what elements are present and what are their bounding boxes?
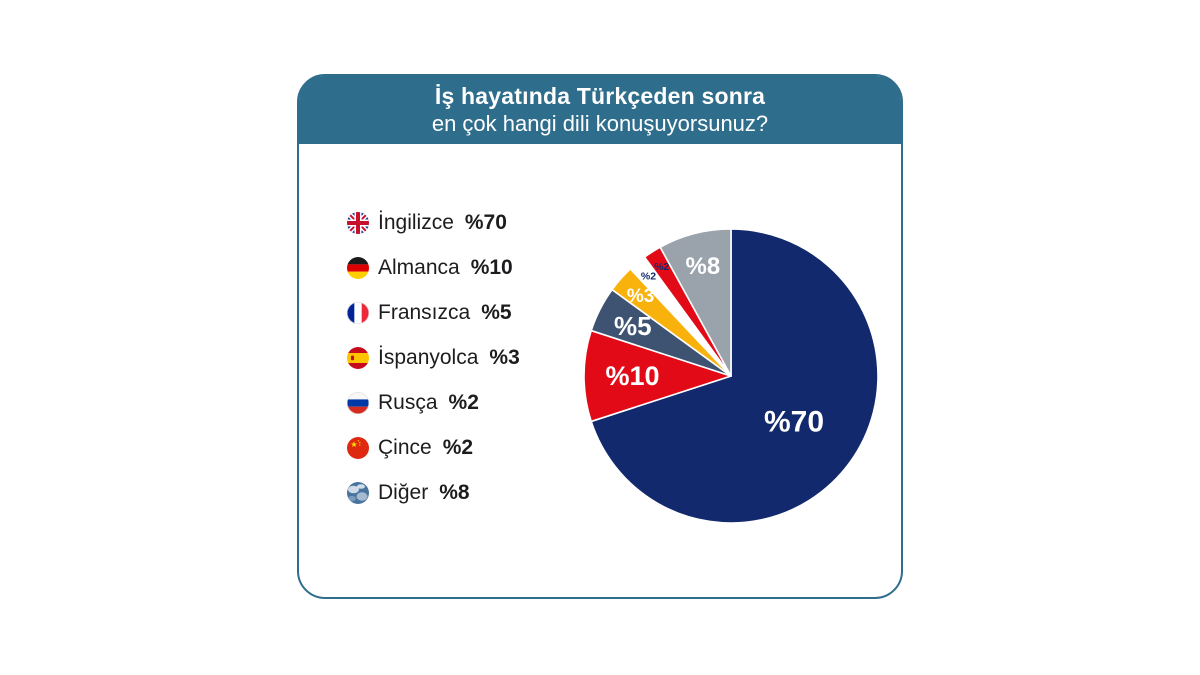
globe-icon xyxy=(347,481,369,504)
legend-label: Almanca xyxy=(378,255,460,279)
survey-card: İş hayatında Türkçeden sonra en çok hang… xyxy=(297,74,903,599)
legend-value: %5 xyxy=(481,300,512,324)
legend-item: Fransızca %5 xyxy=(347,290,520,335)
france-flag xyxy=(347,301,369,324)
pie-slice-label: %5 xyxy=(614,311,652,341)
legend-item: Rusça %2 xyxy=(347,380,520,425)
pie-slice-label: %10 xyxy=(605,361,659,391)
legend-value: %70 xyxy=(464,210,507,234)
uk-flag xyxy=(347,211,369,234)
pie-slice-label: %70 xyxy=(764,405,824,438)
spain-flag xyxy=(347,346,369,369)
legend-item: Almanca %10 xyxy=(347,245,520,290)
legend-item: İngilizce %70 xyxy=(347,200,520,245)
china-flag xyxy=(347,436,369,459)
legend-item: Çince %2 xyxy=(347,425,520,470)
legend-value: %8 xyxy=(439,480,470,504)
legend: İngilizce %70 Almanca %10 Fransızca %5 İspa… xyxy=(347,200,520,515)
legend-item: İspanyolca %3 xyxy=(347,335,520,380)
pie-chart: %70 %10 %5 %3 %2 %2 %8 xyxy=(571,216,891,536)
legend-value: %10 xyxy=(470,255,513,279)
russia-flag xyxy=(347,391,369,414)
legend-label: Rusça xyxy=(378,390,438,414)
card-title-line-1: İş hayatında Türkçeden sonra xyxy=(434,83,766,109)
pie-slice-label: %8 xyxy=(686,253,721,280)
legend-value: %2 xyxy=(442,435,474,459)
pie-slice-diger xyxy=(659,228,732,377)
pie-chart-svg: %70 %10 %5 %3 %2%2 %8 xyxy=(583,228,879,524)
pie-slice-almanca xyxy=(583,329,732,423)
germany-flag xyxy=(347,256,369,279)
legend-label: İngilizce xyxy=(378,210,454,234)
card-title-line-2: en çok hangi dili konuşuyorsunuz? xyxy=(431,111,769,136)
legend-value: %2 xyxy=(448,390,479,414)
pie-slice-label: %2 xyxy=(654,261,669,273)
pie-slice-label: %2 xyxy=(641,270,656,282)
legend-item: Diğer %8 xyxy=(347,470,520,515)
legend-label: Fransızca xyxy=(378,300,471,324)
pie-slice-i̇ngilizce xyxy=(590,228,879,524)
pie-slice-label: %3 xyxy=(627,286,654,307)
legend-label: Çince xyxy=(378,435,432,459)
legend-value: %3 xyxy=(489,345,520,369)
legend-label: İspanyolca xyxy=(378,345,479,369)
legend-label: Diğer xyxy=(378,480,429,504)
card-header: İş hayatında Türkçeden sonra en çok hang… xyxy=(299,76,901,144)
